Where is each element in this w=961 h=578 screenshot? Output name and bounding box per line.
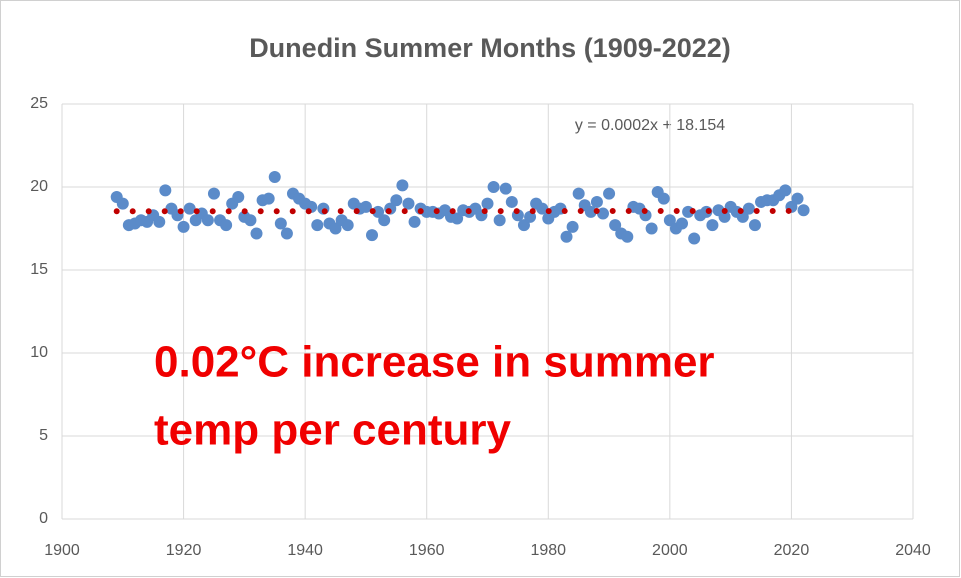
- data-point: [645, 222, 658, 235]
- data-point: [736, 210, 749, 223]
- data-point: [536, 202, 549, 215]
- data-point: [663, 214, 676, 227]
- data-point: [116, 197, 129, 210]
- data-point: [372, 205, 385, 218]
- data-point: [560, 230, 573, 243]
- x-tick-label: 2040: [895, 542, 931, 559]
- data-point: [572, 187, 585, 200]
- data-point: [366, 229, 379, 242]
- data-point: [676, 217, 689, 230]
- data-point: [603, 187, 616, 200]
- data-point: [232, 190, 245, 203]
- data-point: [311, 219, 324, 232]
- x-tick-label: 1960: [409, 542, 445, 559]
- data-point: [657, 192, 670, 205]
- data-point: [706, 219, 719, 232]
- data-point: [341, 219, 354, 232]
- data-point: [159, 184, 172, 197]
- data-point: [742, 202, 755, 215]
- data-point: [797, 204, 810, 217]
- data-point: [262, 192, 275, 205]
- x-tick-label: 1980: [530, 542, 566, 559]
- data-point: [609, 219, 622, 232]
- data-point: [396, 179, 409, 192]
- data-point: [402, 197, 415, 210]
- data-point: [244, 214, 257, 227]
- data-point: [153, 215, 166, 228]
- data-point: [274, 217, 287, 230]
- data-point: [481, 197, 494, 210]
- y-tick-label: 20: [30, 178, 48, 195]
- data-point: [779, 184, 792, 197]
- data-point: [499, 182, 512, 195]
- annotation: temp per century: [154, 406, 512, 455]
- x-tick-label: 1920: [166, 542, 202, 559]
- data-point: [378, 214, 391, 227]
- data-point: [584, 205, 597, 218]
- data-point: [566, 220, 579, 233]
- data-point: [791, 192, 804, 205]
- data-point: [207, 187, 220, 200]
- y-tick-label: 10: [30, 344, 48, 361]
- data-point: [359, 200, 372, 213]
- annotation: 0.02°C increase in summer: [154, 338, 715, 387]
- data-point: [505, 195, 518, 208]
- data-point: [621, 230, 634, 243]
- data-point: [487, 181, 500, 193]
- x-tick-label: 2020: [774, 542, 810, 559]
- x-tick-label: 1940: [287, 542, 323, 559]
- data-point: [718, 210, 731, 223]
- y-tick-label: 0: [39, 510, 48, 527]
- data-point: [183, 202, 196, 215]
- data-point: [493, 214, 506, 227]
- data-point: [451, 212, 464, 225]
- x-tick-label: 2000: [652, 542, 688, 559]
- data-point: [280, 227, 293, 240]
- y-tick-label: 5: [39, 427, 48, 444]
- data-point: [688, 232, 701, 245]
- data-point: [220, 219, 233, 232]
- data-point: [748, 219, 761, 232]
- chart-title: Dunedin Summer Months (1909-2022): [249, 33, 731, 63]
- data-point: [329, 222, 342, 235]
- data-point: [201, 214, 214, 227]
- data-point: [596, 207, 609, 220]
- y-tick-label: 25: [30, 95, 48, 112]
- x-tick-label: 1900: [44, 542, 80, 559]
- data-point: [177, 220, 190, 233]
- data-point: [268, 171, 281, 184]
- data-point: [408, 215, 421, 228]
- data-point: [390, 194, 403, 207]
- trend-equation: y = 0.0002x + 18.154: [575, 117, 725, 134]
- data-point: [250, 227, 263, 240]
- data-point: [517, 219, 530, 232]
- data-point: [590, 195, 603, 208]
- y-tick-label: 15: [30, 261, 48, 278]
